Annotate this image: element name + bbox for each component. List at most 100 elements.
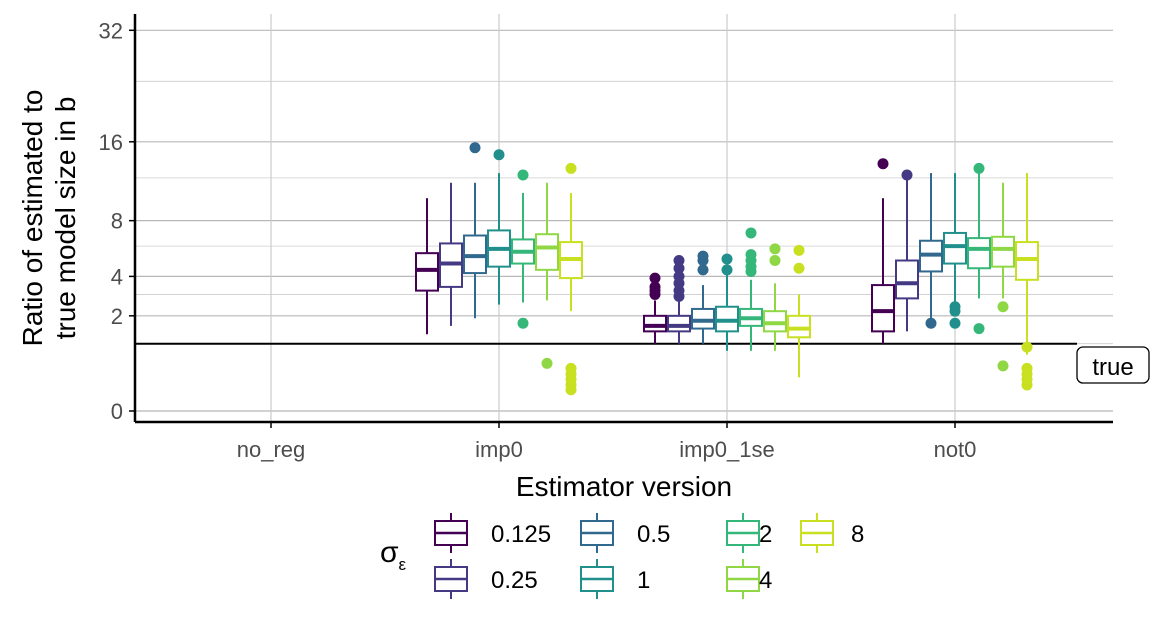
legend-label: 1 xyxy=(637,567,650,594)
box-imp0_1se-sigma-4 xyxy=(763,243,787,351)
y-tick-label: 8 xyxy=(111,209,123,234)
x-tick-label: imp0 xyxy=(475,437,523,462)
box-not0-sigma-0.5 xyxy=(919,173,943,329)
box-imp0-sigma-4 xyxy=(535,182,559,369)
outlier-point xyxy=(697,250,709,262)
outlier-point xyxy=(565,362,577,374)
reference-label: true xyxy=(1076,346,1150,384)
y-tick-label: 2 xyxy=(111,304,123,329)
box-iqr xyxy=(991,235,1015,268)
outlier-point xyxy=(769,243,781,255)
legend-title: σε xyxy=(380,536,407,574)
outlier-point xyxy=(793,244,805,256)
outlier-point xyxy=(721,264,733,276)
legend-key-0.25 xyxy=(434,559,468,599)
outlier-point xyxy=(949,317,961,329)
box-iqr xyxy=(787,314,811,339)
box-iqr xyxy=(895,259,919,300)
box-imp0-sigma-1 xyxy=(487,149,511,305)
box-iqr xyxy=(871,284,895,333)
outlier-point xyxy=(769,255,781,267)
box-imp0-sigma-0.25 xyxy=(439,182,463,326)
axes xyxy=(129,14,1113,428)
x-tick-label: not0 xyxy=(934,437,977,462)
x-tick-label: imp0_1se xyxy=(679,437,774,462)
x-tick-label: no_reg xyxy=(237,437,306,462)
box-iqr xyxy=(643,314,667,333)
x-tick-labels: no_reg imp0 imp0_1se not0 xyxy=(237,437,977,462)
box-not0-sigma-2 xyxy=(967,162,991,335)
outlier-point xyxy=(565,162,577,174)
outlier-point xyxy=(793,262,805,274)
outlier-point xyxy=(997,360,1009,372)
box-iqr xyxy=(943,231,967,265)
legend-title-symbol: σ xyxy=(380,536,399,569)
box-imp0_1se-sigma-8 xyxy=(787,244,811,378)
legend-key-0.5 xyxy=(580,513,614,553)
box-not0-sigma-0.125 xyxy=(871,158,895,344)
y-axis-label-line-2: true model size in b xyxy=(50,97,81,340)
box-imp0_1se-sigma-0.5 xyxy=(691,250,715,344)
outlier-point xyxy=(673,255,685,267)
outlier-point xyxy=(949,301,961,313)
outlier-point xyxy=(673,270,685,282)
legend-label: 8 xyxy=(851,521,864,548)
outlier-point xyxy=(745,227,757,239)
box-iqr xyxy=(415,252,439,292)
outlier-point xyxy=(973,323,985,335)
grid-lines xyxy=(135,14,1113,422)
x-axis-label: Estimator version xyxy=(516,471,732,502)
outlier-point xyxy=(541,357,553,369)
outlier-point xyxy=(973,162,985,174)
box-imp0-sigma-2 xyxy=(511,169,535,329)
box-imp0_1se-sigma-2 xyxy=(739,227,763,351)
box-imp0-sigma-8 xyxy=(559,162,583,396)
legend-title-subscript: ε xyxy=(399,555,407,574)
outlier-point xyxy=(901,169,913,181)
box-not0-sigma-0.25 xyxy=(895,169,919,332)
legend-key-8 xyxy=(800,513,834,553)
legend-label: 4 xyxy=(759,567,772,594)
box-imp0_1se-sigma-0.125 xyxy=(643,272,667,344)
legend: σε 0.125 0.25 0.5 1 2 4 8 xyxy=(380,513,864,599)
outlier-point xyxy=(649,281,661,293)
outlier-point xyxy=(925,317,937,329)
outlier-point xyxy=(997,301,1009,313)
outlier-point xyxy=(493,149,505,161)
legend-key-0.125 xyxy=(434,513,468,553)
outlier-point xyxy=(469,142,481,154)
legend-label: 0.25 xyxy=(491,567,538,594)
box-imp0-sigma-0.125 xyxy=(415,198,439,335)
boxplot-marks xyxy=(415,142,1039,396)
legend-label: 0.125 xyxy=(491,521,551,548)
outlier-point xyxy=(877,158,889,170)
y-tick-label: 0 xyxy=(111,399,123,424)
outlier-point xyxy=(1021,341,1033,353)
outlier-point xyxy=(745,249,757,261)
legend-label: 2 xyxy=(759,521,772,548)
box-imp0_1se-sigma-0.25 xyxy=(667,255,691,344)
outlier-point xyxy=(721,253,733,265)
outlier-point xyxy=(673,262,685,274)
box-imp0-sigma-0.5 xyxy=(463,142,487,319)
reference-label-text: true xyxy=(1092,354,1133,381)
y-tick-label: 4 xyxy=(111,264,123,289)
y-tick-label: 32 xyxy=(99,18,123,43)
box-not0-sigma-4 xyxy=(991,182,1015,372)
box-not0-sigma-8 xyxy=(1015,173,1039,391)
outlier-point xyxy=(517,169,529,181)
box-iqr xyxy=(535,233,559,271)
y-tick-labels: 0 2 4 8 16 32 xyxy=(99,18,123,424)
outlier-point xyxy=(649,272,661,284)
legend-key-2 xyxy=(726,513,760,553)
legend-label: 0.5 xyxy=(637,521,670,548)
outlier-point xyxy=(1021,362,1033,374)
outlier-point xyxy=(697,264,709,276)
outlier-point xyxy=(517,317,529,329)
box-iqr xyxy=(967,237,991,270)
box-not0-sigma-1 xyxy=(943,173,967,329)
legend-key-4 xyxy=(726,559,760,599)
box-iqr xyxy=(667,314,691,333)
y-tick-label: 16 xyxy=(99,130,123,155)
